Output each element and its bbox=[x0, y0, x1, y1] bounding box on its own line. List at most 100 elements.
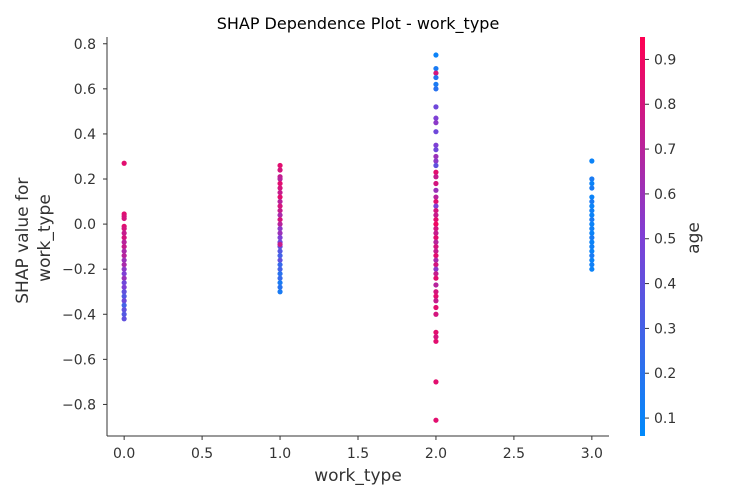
scatter-point bbox=[589, 221, 595, 227]
scatter-point bbox=[433, 115, 439, 121]
scatter-point bbox=[121, 226, 127, 232]
scatter-point bbox=[433, 311, 439, 317]
scatter-point bbox=[277, 176, 283, 182]
colorbar-tick-label: 0.1 bbox=[654, 411, 676, 427]
scatter-point bbox=[277, 180, 283, 187]
scatter-point bbox=[433, 187, 439, 193]
scatter-point bbox=[121, 275, 127, 281]
scatter-point bbox=[277, 280, 283, 286]
scatter-point bbox=[433, 70, 439, 76]
colorbar-tick-label: 0.9 bbox=[654, 52, 676, 68]
scatter-point bbox=[589, 257, 595, 263]
scatter-point bbox=[433, 253, 439, 259]
y-axis-label-line-2: work_type bbox=[35, 194, 55, 282]
scatter-point bbox=[433, 216, 439, 223]
colorbar-tick-label: 0.7 bbox=[654, 142, 676, 158]
scatter-point bbox=[433, 329, 439, 335]
scatter-point bbox=[277, 248, 283, 254]
x-tick-label: 2.0 bbox=[425, 446, 447, 462]
scatter-point bbox=[433, 86, 439, 92]
colorbar-label: age bbox=[684, 222, 704, 254]
scatter-point bbox=[589, 248, 595, 254]
scatter-point bbox=[277, 235, 283, 241]
scatter-point bbox=[121, 239, 127, 245]
scatter-point bbox=[277, 207, 283, 214]
y-tick-label: 0.4 bbox=[74, 127, 96, 143]
scatter-point bbox=[277, 262, 283, 268]
scatter-point bbox=[589, 158, 595, 164]
scatter-point bbox=[589, 235, 595, 241]
scatter-point bbox=[433, 338, 439, 344]
colorbar-ticks: 0.1 0.2 0.3 0.4 0.5 0.6 0.7 0.8 0.9 bbox=[645, 52, 676, 427]
colorbar bbox=[640, 37, 645, 436]
scatter-point bbox=[277, 212, 283, 218]
scatter-point bbox=[277, 257, 283, 263]
scatter-point bbox=[433, 180, 439, 187]
scatter-point bbox=[277, 271, 283, 277]
scatter-point bbox=[433, 65, 439, 72]
scatter-point bbox=[433, 262, 439, 268]
scatter-point bbox=[433, 266, 439, 272]
scatter-point bbox=[589, 253, 595, 259]
y-axis-label-line-1: SHAP value for bbox=[13, 178, 33, 304]
scatter-point bbox=[433, 120, 439, 126]
scatter-point bbox=[589, 180, 595, 187]
scatter-point bbox=[589, 207, 595, 214]
scatter-point bbox=[121, 298, 127, 304]
scatter-point bbox=[277, 221, 283, 227]
scatter-point bbox=[433, 417, 439, 423]
scatter-point bbox=[433, 52, 439, 58]
scatter-point bbox=[277, 194, 283, 200]
y-tick-label: −0.6 bbox=[62, 352, 96, 368]
scatter-point bbox=[277, 185, 283, 191]
scatter-point bbox=[121, 248, 127, 254]
chart-title: SHAP Dependence Plot - work_type bbox=[217, 14, 500, 34]
scatter-point bbox=[277, 275, 283, 281]
y-axis-label: SHAP value for work_type bbox=[13, 172, 55, 303]
scatter-point bbox=[433, 334, 439, 340]
y-ticks: 0.8 0.6 0.4 0.2 0.0 −0.2 −0.4 −0.6 −0.8 bbox=[62, 37, 107, 413]
scatter-point bbox=[121, 311, 127, 317]
scatter-point bbox=[433, 212, 439, 218]
scatter-point bbox=[433, 298, 439, 304]
scatter-point bbox=[589, 226, 595, 232]
scatter-point bbox=[433, 174, 439, 180]
colorbar-tick-label: 0.6 bbox=[654, 187, 676, 203]
scatter-point bbox=[433, 169, 439, 175]
scatter-point bbox=[433, 74, 439, 81]
scatter-point bbox=[433, 244, 439, 250]
scatter-point bbox=[433, 203, 439, 209]
scatter-point bbox=[277, 162, 283, 169]
scatter-point bbox=[121, 302, 127, 308]
scatter-point bbox=[589, 239, 595, 245]
scatter-point bbox=[589, 262, 595, 268]
scatter-point bbox=[121, 316, 127, 322]
scatter-point bbox=[277, 241, 283, 247]
scatter-point bbox=[433, 271, 439, 277]
scatter-point bbox=[277, 289, 283, 295]
scatter-point bbox=[433, 235, 439, 241]
scatter-point bbox=[433, 289, 439, 295]
scatter-point bbox=[433, 221, 439, 227]
x-ticks: 0.0 0.5 1.0 1.5 2.0 2.5 3.0 bbox=[113, 436, 603, 462]
scatter-point bbox=[277, 253, 283, 259]
scatter-point bbox=[433, 239, 439, 245]
scatter-point bbox=[433, 230, 439, 236]
scatter-point bbox=[121, 289, 127, 295]
scatter-point bbox=[121, 262, 127, 268]
scatter-point bbox=[277, 266, 283, 272]
scatter-point bbox=[589, 176, 595, 182]
scatter-point bbox=[433, 226, 439, 232]
scatter-point bbox=[121, 271, 127, 277]
scatter-point bbox=[121, 215, 127, 222]
x-tick-label: 3.0 bbox=[581, 446, 603, 462]
scatter-point bbox=[121, 230, 127, 236]
scatter-point bbox=[433, 293, 439, 299]
scatter-point bbox=[277, 198, 283, 205]
colorbar-tick-label: 0.8 bbox=[654, 97, 676, 113]
x-tick-label: 0.5 bbox=[191, 446, 213, 462]
x-tick-label: 0.0 bbox=[113, 446, 135, 462]
scatter-point bbox=[121, 307, 127, 313]
scatter-point bbox=[121, 266, 127, 272]
scatter-point bbox=[589, 266, 595, 272]
